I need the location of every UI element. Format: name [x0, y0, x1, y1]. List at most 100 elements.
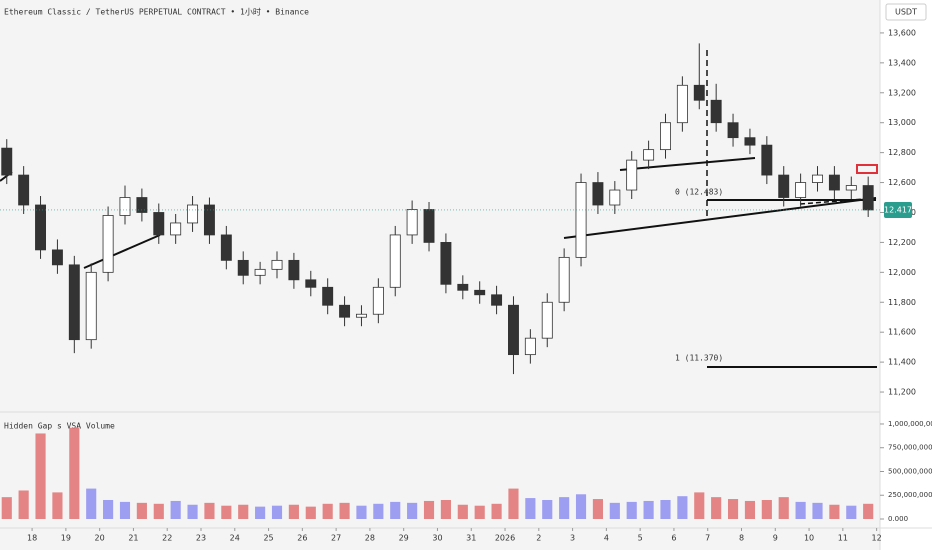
volume-bar	[1, 497, 12, 519]
candle-body	[778, 174, 790, 198]
volume-bar	[474, 505, 485, 519]
candle-body	[170, 222, 182, 236]
volume-bar	[238, 504, 249, 519]
volume-bar	[373, 503, 384, 519]
y-tick-label: 13,000	[888, 118, 916, 127]
volume-bar	[829, 504, 840, 519]
x-tick-label: 22	[162, 534, 172, 543]
volume-bar	[271, 505, 283, 519]
candle-body	[35, 204, 47, 251]
volume-bar	[761, 499, 772, 519]
x-tick-label: 24	[230, 534, 240, 543]
candle-body	[153, 212, 165, 236]
volume-bar	[778, 497, 789, 519]
volume-bar	[795, 501, 806, 519]
y-tick-label: 11,400	[888, 358, 916, 367]
candle-body	[660, 122, 671, 151]
volume-bar	[694, 492, 705, 519]
candle-body	[508, 304, 519, 356]
volume-bar	[677, 496, 688, 519]
candle-body	[845, 185, 857, 191]
y-tick-label: 0.000	[888, 515, 908, 523]
candle-body	[761, 144, 773, 176]
y-tick-label: 250,000,000	[888, 491, 932, 499]
x-tick-label: 9	[773, 534, 778, 543]
candle-body	[372, 286, 384, 315]
y-tick-label: 12,600	[888, 178, 916, 187]
x-tick-label: 23	[196, 534, 206, 543]
volume-bar	[86, 488, 97, 519]
x-tick-label: 7	[705, 534, 710, 543]
candle-body	[828, 174, 840, 191]
candle-body	[491, 294, 503, 306]
y-tick-label: 11,600	[888, 328, 916, 337]
candle-body	[862, 185, 874, 211]
volume-bar	[609, 502, 620, 519]
candle-body	[423, 209, 435, 243]
x-tick-label: 25	[263, 534, 273, 543]
volume-bar	[103, 499, 114, 519]
dashed-line	[799, 197, 877, 205]
volume-bar	[35, 433, 46, 519]
volume-bar	[119, 501, 131, 519]
candle-body	[187, 204, 199, 224]
fib-label: 0 (12.483)	[675, 188, 723, 197]
x-tick-label: 11	[838, 534, 848, 543]
volume-bar	[221, 505, 232, 519]
candle-body	[440, 242, 452, 285]
volume-bar	[288, 504, 299, 519]
volume-bar	[711, 497, 722, 519]
candle-body	[1, 147, 13, 176]
y-tick-label: 13,600	[888, 28, 916, 37]
fib-label: 1 (11.370)	[675, 354, 723, 363]
y-tick-label: 11,200	[888, 388, 916, 397]
volume-bar	[356, 505, 367, 519]
volume-bar	[153, 503, 164, 519]
candle-body	[322, 286, 334, 306]
candle-body	[795, 182, 807, 198]
candle-body	[355, 313, 367, 318]
volume-bar	[52, 492, 63, 519]
x-tick-label: 31	[466, 534, 476, 543]
candle-body	[727, 122, 739, 139]
price-axis-panel	[880, 0, 932, 550]
unit-label[interactable]: USDT	[895, 8, 917, 17]
trend-line	[83, 234, 161, 269]
x-tick-label: 4	[604, 534, 609, 543]
volume-bar	[255, 506, 266, 519]
candle-body	[339, 304, 351, 318]
volume-bar	[187, 504, 198, 519]
candle-body	[85, 271, 97, 341]
candle-body	[119, 197, 131, 216]
volume-bar	[508, 488, 519, 519]
y-tick-label: 12,800	[888, 148, 916, 157]
candle-body	[102, 215, 114, 273]
candle-body	[136, 197, 148, 213]
volume-bar	[322, 503, 333, 519]
alert-box	[856, 164, 878, 174]
x-tick-label: 28	[365, 534, 375, 543]
candle-body	[710, 99, 722, 124]
candle-body	[237, 259, 249, 276]
x-tick-label: 3	[570, 534, 575, 543]
candle-body	[305, 279, 317, 288]
volume-bar	[744, 500, 756, 519]
volume-bar	[846, 505, 857, 519]
unit-button[interactable]	[885, 3, 927, 21]
y-tick-label: 1,000,000,000	[888, 420, 932, 428]
y-tick-label: 12,200	[888, 238, 916, 247]
volume-bar	[407, 502, 418, 519]
volume-bar	[423, 500, 435, 519]
volume-bar	[592, 499, 603, 519]
candle-body	[203, 204, 215, 236]
x-tick-label: 8	[739, 534, 744, 543]
volume-bar	[575, 494, 587, 519]
x-tick-label: 2	[536, 534, 541, 543]
price-tag: 12.417	[884, 205, 912, 214]
y-tick-label: 11,800	[888, 298, 916, 307]
drawings	[0, 50, 877, 368]
candle-body	[271, 259, 283, 270]
x-tick-label: 19	[61, 534, 71, 543]
